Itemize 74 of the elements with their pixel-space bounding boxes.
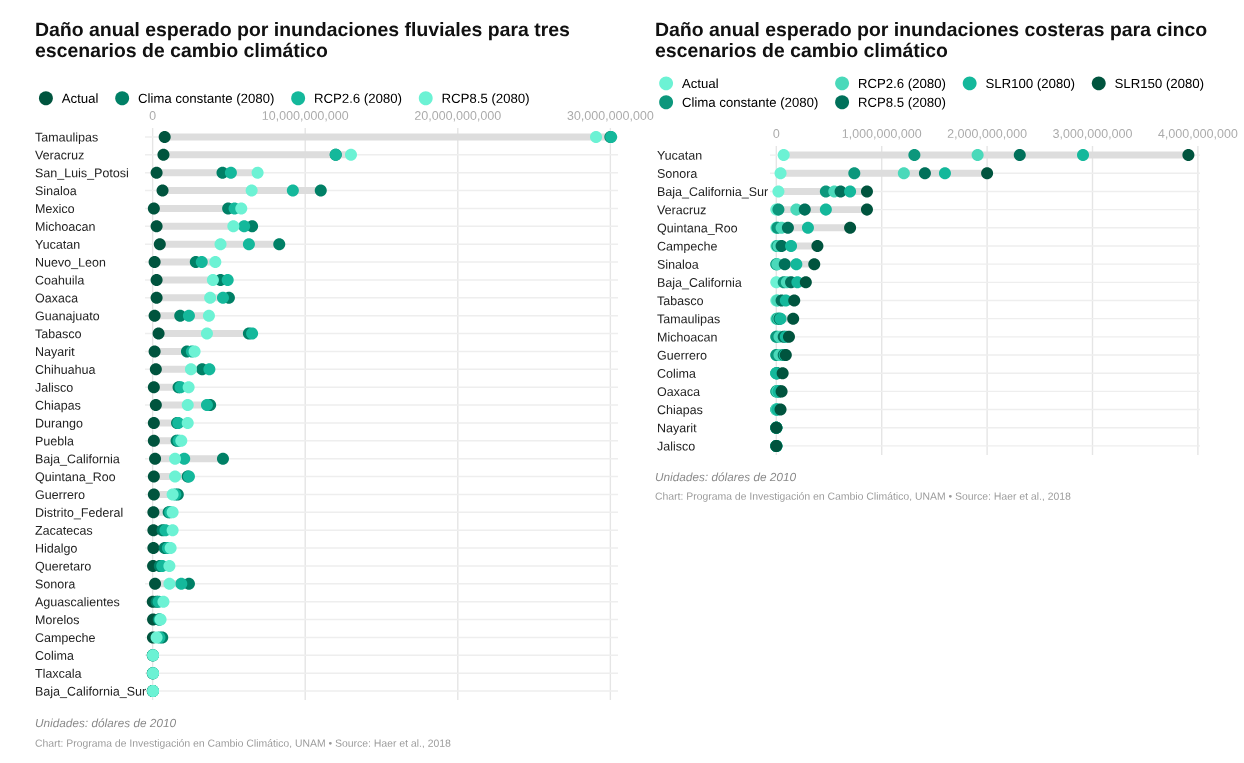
- y-tick-label: Sinaloa: [35, 186, 77, 196]
- x-tick-label: 3,000,000,000: [1053, 129, 1132, 140]
- y-tick-label: Baja_California: [658, 277, 742, 290]
- y-tick-label: Baja_California: [36, 454, 120, 466]
- y-tick-label: Oaxaca: [657, 387, 701, 397]
- y-tick-label: Baja_California_Sur: [658, 186, 768, 199]
- y-tick-label: Campeche: [35, 632, 95, 645]
- x-tick-label: 1,000,000,000: [842, 129, 922, 140]
- y-tick-label: Yucatan: [35, 240, 80, 249]
- text: Chart: Programa de Investigación en Cambio Climático, UNAM • Source: Haer et al., 2018: [35, 739, 451, 749]
- y-tick-label: Sonora: [35, 579, 76, 589]
- y-tick-label: Michoacan: [36, 221, 95, 231]
- y-tick-label: Quintana_Roo: [35, 472, 116, 484]
- y-tick-label: Durango: [36, 418, 83, 431]
- x-tick-label: 2,000,000,000: [947, 129, 1027, 140]
- y-tick-label: Puebla: [36, 436, 74, 446]
- chart-title: Daño anual esperado por inundaciones fluviales para tres escenarios de cambio climático: [35, 22, 570, 58]
- legend-label: SLR100 (2080): [986, 78, 1075, 91]
- y-tick-label: Jalisco: [657, 441, 695, 451]
- y-tick-label: Distrito_Federal: [36, 507, 123, 520]
- chart-title: Daño anual esperado por inundaciones costeras para cinco escenarios de cambio climático: [655, 22, 1207, 58]
- y-tick-label: Nuevo_Leon: [36, 257, 106, 270]
- y-tick-label: Hidalgo: [36, 543, 77, 556]
- y-tick-label: Guerrero: [657, 350, 707, 360]
- y-tick-label: Baja_California_Sur: [36, 686, 146, 699]
- y-tick-label: Chiapas: [657, 405, 703, 417]
- y-tick-label: Colima: [35, 650, 74, 660]
- x-tick-label: 10,000,000,000: [262, 111, 349, 122]
- y-tick-label: Queretaro: [35, 561, 91, 573]
- y-tick-label: Quintana_Roo: [657, 223, 738, 235]
- legend-label: SLR150 (2080): [1115, 78, 1204, 91]
- y-tick-label: Guanajuato: [35, 311, 100, 323]
- y-tick-label: San_Luis_Potosi: [35, 168, 128, 180]
- y-tick-label: Chiapas: [35, 400, 81, 413]
- legend-label: RCP8.5 (2080): [859, 97, 946, 110]
- y-tick-label: Chihuahua: [35, 364, 96, 374]
- y-tick-label: Zacatecas: [35, 526, 93, 535]
- y-tick-label: Oaxaca: [35, 293, 79, 303]
- y-tick-label: Michoacan: [658, 332, 717, 342]
- y-tick-label: Sonora: [657, 169, 698, 178]
- y-tick-label: Jalisco: [35, 382, 73, 392]
- y-tick-label: Coahuila: [35, 275, 85, 285]
- legend-label: Clima constante (2080): [682, 97, 818, 110]
- legend-label: Actual: [681, 78, 718, 89]
- y-tick-label: Yucatan: [657, 151, 702, 160]
- legend-label: RCP2.6 (2080): [859, 78, 946, 91]
- x-tick-label: 4,000,000,000: [1158, 129, 1238, 140]
- text: Chart: Programa de Investigación en Cambio Climático, UNAM • Source: Haer et al., 2018: [655, 492, 1071, 502]
- y-tick-label: Aguascalientes: [35, 597, 120, 609]
- x-tick-label: 0: [149, 111, 156, 120]
- legend-label: Clima constante (2080): [138, 93, 274, 106]
- y-tick-label: Veracruz: [35, 150, 84, 160]
- y-tick-label: Sinaloa: [657, 259, 699, 269]
- legend-label: RCP8.5 (2080): [442, 93, 529, 106]
- y-tick-label: Tabasco: [657, 295, 704, 306]
- x-tick-label: 0: [773, 129, 780, 138]
- text: Unidades: dólares de 2010: [35, 718, 177, 728]
- y-tick-label: Guerrero: [35, 490, 85, 500]
- y-tick-label: Nayarit: [658, 423, 697, 435]
- y-tick-label: Mexico: [36, 203, 75, 214]
- y-tick-label: Tamaulipas: [35, 132, 98, 145]
- y-tick-label: Tabasco: [35, 329, 82, 339]
- x-tick-label: 30,000,000,000: [567, 111, 654, 122]
- legend-label: RCP2.6 (2080): [315, 93, 402, 106]
- y-tick-label: Tamaulipas: [657, 314, 720, 326]
- y-tick-label: Veracruz: [657, 205, 706, 215]
- text: Unidades: dólares de 2010: [655, 472, 797, 482]
- y-tick-label: Morelos: [36, 615, 80, 625]
- legend-label: Actual: [61, 93, 98, 103]
- x-tick-label: 20,000,000,000: [414, 111, 501, 122]
- y-tick-label: Campeche: [657, 241, 717, 254]
- y-tick-label: Nayarit: [36, 346, 75, 359]
- y-tick-label: Tlaxcala: [35, 668, 82, 678]
- y-tick-label: Colima: [657, 368, 696, 378]
